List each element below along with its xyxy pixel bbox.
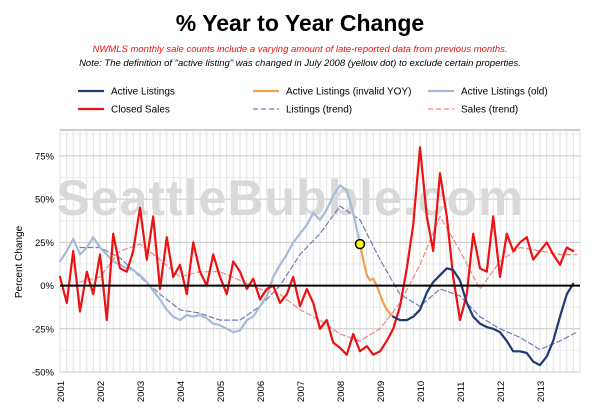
x-tick-label: 2007 — [296, 381, 307, 402]
watermark: SeattleBubble.com — [56, 170, 523, 226]
x-axis: 2001 2002 2003 2004 2005 2006 2007 2008 2009 2010… — [56, 381, 547, 402]
x-tick-label: 2005 — [216, 381, 227, 402]
legend-label: Closed Sales — [111, 105, 170, 116]
chart-title: % Year to Year Change — [176, 10, 424, 36]
y-tick-label: 25% — [35, 238, 55, 249]
series-line-active-listings — [392, 267, 575, 367]
x-tick-label: 2001 — [56, 381, 67, 402]
chart-note-1: NWMLS monthly sale counts include a vary… — [92, 44, 507, 55]
legend: Active Listings Active Listings (invalid … — [78, 87, 548, 116]
y-tick-label: 75% — [35, 151, 55, 162]
x-tick-label: 2009 — [376, 381, 387, 402]
x-tick-label: 2006 — [256, 381, 267, 402]
series-line-listings-trend — [79, 205, 578, 351]
legend-label: Active Listings — [111, 87, 175, 98]
legend-label: Active Listings (invalid YOY) — [286, 87, 411, 98]
series-line-closed-sales — [58, 146, 575, 356]
x-tick-label: 2011 — [456, 382, 467, 402]
y-axis: 75% 50% 25% 0% -25% -50% — [32, 151, 55, 378]
x-tick-label: 2004 — [176, 381, 187, 402]
legend-label: Active Listings (old) — [461, 87, 548, 98]
legend-label: Listings (trend) — [286, 105, 352, 116]
x-tick-label: 2012 — [496, 381, 507, 402]
series-line-active-listings-old — [58, 184, 362, 334]
marker-group — [354, 238, 366, 250]
july-2008-marker — [354, 238, 366, 250]
y-tick-label: -25% — [32, 324, 55, 335]
chart-note-2: Note: The definition of "active listing"… — [79, 58, 521, 69]
x-tick-label: 2013 — [536, 381, 547, 402]
x-tick-label: 2008 — [336, 381, 347, 402]
legend-label: Sales (trend) — [461, 105, 518, 116]
y-tick-label: 0% — [40, 281, 54, 292]
x-tick-label: 2003 — [136, 381, 147, 402]
y-axis-label: Percent Change — [14, 225, 25, 298]
x-tick-label: 2010 — [416, 381, 427, 402]
x-tick-label: 2002 — [96, 381, 107, 402]
y-tick-label: -50% — [32, 368, 55, 379]
y-tick-label: 50% — [35, 195, 55, 206]
